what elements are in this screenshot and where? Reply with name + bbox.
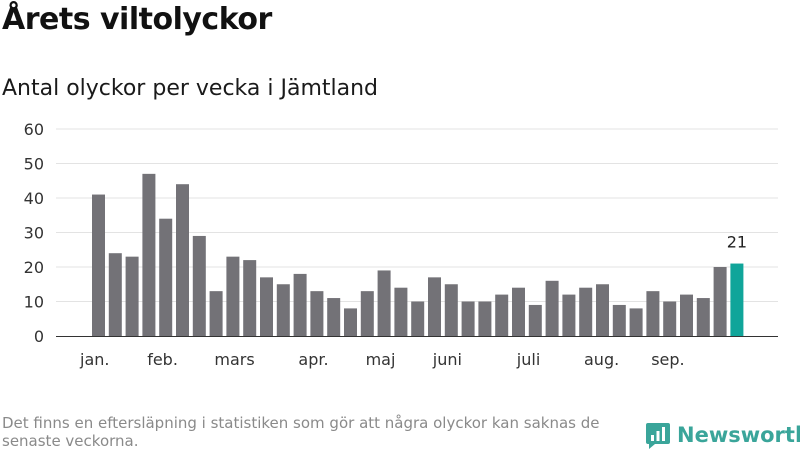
- x-month-label: mars: [214, 350, 254, 369]
- x-month-label: feb.: [147, 350, 178, 369]
- bar: [360, 291, 374, 336]
- y-tick-label: 30: [24, 224, 44, 243]
- bar: [428, 277, 441, 336]
- x-month-label: sep.: [651, 350, 684, 369]
- bar: [444, 284, 458, 336]
- bar: [629, 308, 643, 336]
- bar: [545, 280, 559, 336]
- bar: [92, 194, 105, 336]
- bar: [579, 287, 593, 336]
- chart-title: Årets viltolyckor: [2, 2, 272, 37]
- bar: [696, 298, 710, 336]
- bar: [478, 301, 492, 336]
- bar: [192, 235, 206, 336]
- brand-logo: Newsworthy: [645, 420, 800, 450]
- bar: [176, 184, 189, 336]
- bar: [495, 294, 509, 336]
- bar: [461, 301, 475, 336]
- x-month-label: juli: [516, 350, 540, 369]
- bar: [394, 287, 408, 336]
- bar: [377, 270, 391, 336]
- bar: [108, 253, 122, 336]
- bar: [159, 218, 173, 336]
- y-tick-label: 20: [24, 258, 44, 277]
- y-tick-label: 60: [24, 120, 44, 139]
- bar: [411, 301, 425, 336]
- bar: [663, 301, 677, 336]
- bar: [344, 308, 357, 336]
- x-axis-month-labels: jan. feb. mars apr. maj juni juli aug. sep.: [79, 350, 685, 369]
- x-month-label: aug.: [584, 350, 619, 369]
- bar: [226, 256, 240, 336]
- bar: [293, 273, 307, 336]
- bar: [276, 284, 290, 336]
- x-month-label: juni: [432, 350, 462, 369]
- bar: [142, 173, 156, 336]
- y-tick-label: 10: [24, 293, 44, 312]
- bars: [92, 173, 744, 336]
- bar: [125, 256, 139, 336]
- bar: [243, 260, 257, 336]
- bar: [646, 291, 660, 336]
- y-tick-label: 50: [24, 155, 44, 174]
- bar-highlight: [730, 263, 744, 336]
- y-axis-ticks: 0 10 20 30 40 50 60: [24, 120, 44, 346]
- y-tick-label: 40: [24, 189, 44, 208]
- bar: [327, 298, 341, 336]
- bar: [713, 267, 727, 336]
- brand-name: Newsworthy: [677, 423, 800, 447]
- x-month-label: maj: [366, 350, 396, 369]
- bar: [209, 291, 223, 336]
- x-month-label: apr.: [298, 350, 328, 369]
- bar: [260, 277, 273, 336]
- bar: [310, 291, 324, 336]
- bar-chart-bubble-icon: [646, 423, 670, 449]
- last-bar-value-label: 21: [727, 233, 747, 252]
- footnote: Det finns en eftersläpning i statistiken…: [2, 414, 600, 450]
- x-month-label: jan.: [79, 350, 109, 369]
- bar: [528, 304, 542, 336]
- bar-chart: 0 10 20 30 40 50 60 jan. feb. mars apr. maj juni jul…: [24, 120, 778, 369]
- chart-subtitle: Antal olyckor per vecka i Jämtland: [2, 76, 378, 101]
- bar: [562, 294, 576, 336]
- bar: [612, 304, 626, 336]
- bar: [596, 284, 609, 336]
- bar: [512, 287, 525, 336]
- y-tick-label: 0: [34, 327, 44, 346]
- bar: [680, 294, 693, 336]
